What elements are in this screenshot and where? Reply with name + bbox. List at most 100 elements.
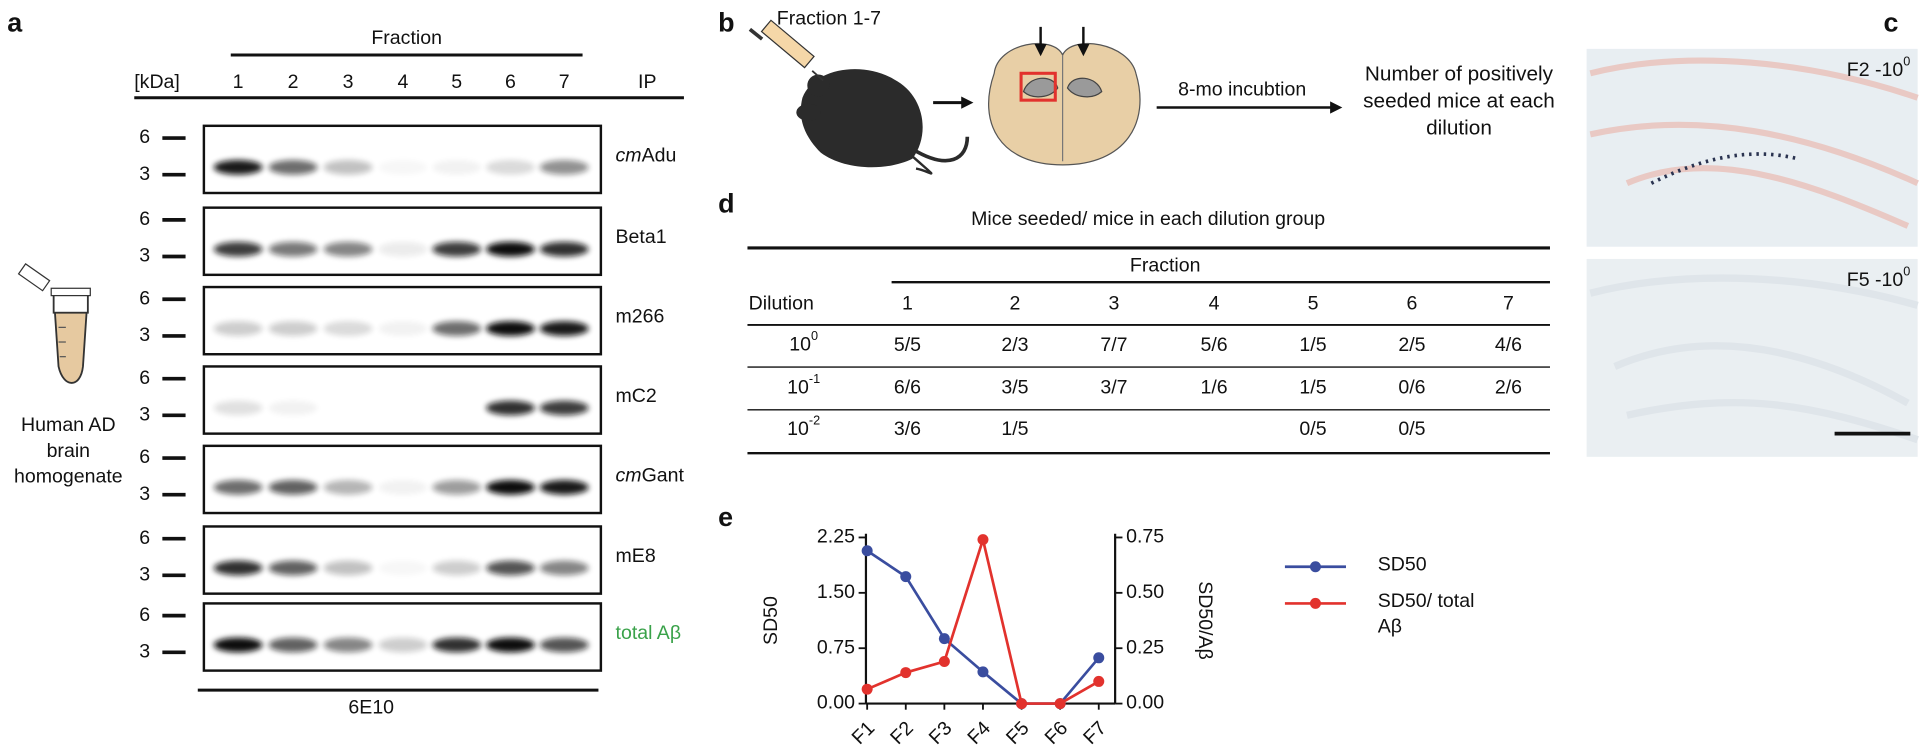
- table-cell: 2/3: [1001, 334, 1028, 356]
- image-label: F2 -100: [1847, 55, 1911, 81]
- x-tick-label: F5: [1002, 717, 1034, 749]
- dilution-label-exp: -2: [809, 414, 820, 428]
- mw-marker: 3: [139, 403, 150, 425]
- lane-label: 5: [451, 71, 462, 93]
- image-label-base: F5 -10: [1847, 269, 1904, 291]
- mw-marker: 6: [139, 208, 150, 230]
- table-title: Mice seeded/ mice in each dilution group: [971, 208, 1325, 230]
- lane-label: 2: [288, 71, 299, 93]
- column-header: 4: [1209, 292, 1220, 314]
- band: [539, 637, 589, 653]
- table-cell: 2/5: [1398, 334, 1425, 356]
- band: [539, 241, 589, 257]
- band: [486, 560, 535, 576]
- table-cell: 2/6: [1495, 377, 1522, 399]
- dilution-label: 10-1: [787, 372, 820, 398]
- data-point: [1093, 675, 1105, 687]
- band: [323, 480, 373, 495]
- blot-panel: [202, 206, 603, 277]
- legend-label: SD50: [1377, 554, 1427, 576]
- data-point: [900, 571, 912, 583]
- antibody-name: total Aβ: [616, 622, 682, 644]
- band: [268, 400, 318, 416]
- mw-marker: 6: [139, 446, 150, 468]
- band: [323, 560, 373, 576]
- column-header: 3: [1108, 292, 1119, 314]
- readout-label: Number of positively seeded mice at each…: [1363, 62, 1555, 140]
- band: [323, 160, 373, 175]
- x-tick-label: F6: [1041, 717, 1073, 749]
- band: [539, 400, 589, 416]
- band: [268, 241, 318, 257]
- band: [486, 321, 535, 336]
- mw-marker: 3: [139, 245, 150, 267]
- antibody-name: mC2: [616, 385, 657, 407]
- table-cell: 1/5: [1299, 377, 1326, 399]
- image-label: F5 -100: [1847, 265, 1911, 291]
- lane-label: 3: [343, 71, 354, 93]
- antibody-name-text: mC2: [616, 385, 657, 407]
- band: [268, 480, 318, 495]
- injection-label: Fraction 1-7: [777, 8, 881, 30]
- fraction-title: Fraction: [1130, 254, 1201, 276]
- antibody-name: cmAdu: [616, 145, 677, 167]
- band: [323, 241, 373, 257]
- band: [432, 480, 482, 495]
- panel-label: d: [718, 188, 734, 218]
- mw-marker: 6: [139, 287, 150, 309]
- column-header: 1: [902, 292, 913, 314]
- antibody-name-text: total Aβ: [616, 622, 682, 644]
- band: [213, 160, 263, 175]
- blot-panel: [202, 365, 603, 435]
- column-header: Dilution: [749, 292, 814, 314]
- band: [432, 637, 482, 653]
- table-cell: 3/6: [894, 418, 921, 440]
- legend-label: SD50/ total Aβ: [1377, 591, 1475, 638]
- band: [213, 241, 263, 257]
- data-point: [977, 666, 989, 678]
- antibody-prefix: cm: [616, 145, 642, 167]
- table-cell: 1/6: [1200, 377, 1227, 399]
- tube-illustration: [17, 263, 91, 384]
- band: [213, 637, 263, 653]
- band: [268, 637, 318, 653]
- antibody-prefix: cm: [616, 465, 642, 487]
- legend-marker: [1309, 561, 1321, 573]
- band: [268, 160, 318, 175]
- table-cell: 1/5: [1001, 418, 1028, 440]
- table-cell: 0/5: [1398, 418, 1425, 440]
- band: [486, 400, 535, 416]
- data-point: [1016, 698, 1028, 710]
- band: [378, 321, 428, 336]
- series-line: [866, 534, 1100, 705]
- mouse-illustration: [748, 19, 1343, 175]
- band: [486, 241, 535, 257]
- image-label-base: F2 -10: [1847, 59, 1904, 81]
- kda-label: [kDa]: [134, 71, 180, 93]
- image-label-exp: 0: [1903, 55, 1910, 69]
- band: [432, 160, 482, 175]
- legend-marker: [1309, 597, 1321, 609]
- antibody-name-text: m266: [616, 306, 665, 328]
- data-point: [938, 633, 950, 645]
- blot-panel: [202, 602, 603, 672]
- band: [432, 241, 482, 257]
- band: [378, 637, 428, 653]
- lane-label: 7: [559, 71, 570, 93]
- x-tick-label: F3: [925, 717, 957, 749]
- antibody-name-text: mE8: [616, 545, 656, 567]
- x-tick-label: F7: [1079, 717, 1111, 749]
- fraction-title: Fraction: [371, 27, 442, 49]
- y-tick-label: 1.50: [817, 581, 855, 603]
- tube-label: Human AD brain homogenate: [13, 415, 123, 488]
- mw-marker: 6: [139, 367, 150, 389]
- ip-label: IP: [638, 71, 656, 93]
- data-point: [1093, 652, 1105, 664]
- y2-tick-label: 0.00: [1126, 692, 1164, 714]
- x-tick-label: F1: [848, 717, 880, 749]
- mw-marker: 3: [139, 640, 150, 662]
- table-cell: 5/5: [894, 334, 921, 356]
- blot-panel: [202, 525, 603, 595]
- band: [213, 400, 263, 416]
